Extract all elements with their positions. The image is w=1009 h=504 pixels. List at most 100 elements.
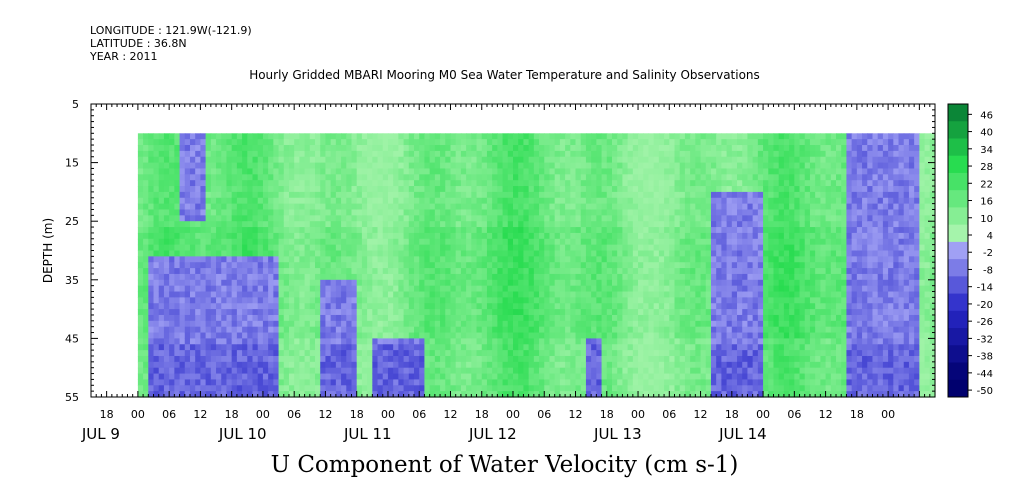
heatmap-cell xyxy=(221,361,228,369)
heatmap-cell xyxy=(205,215,212,222)
heatmap-cell xyxy=(476,279,483,287)
heatmap-cell xyxy=(262,309,269,316)
heatmap-cell xyxy=(513,203,519,211)
heatmap-cell xyxy=(361,227,368,234)
heatmap-cell xyxy=(320,180,327,187)
heatmap-cell xyxy=(570,385,577,392)
heatmap-cell xyxy=(143,227,149,234)
heatmap-cell xyxy=(419,250,426,257)
heatmap-cell xyxy=(674,221,681,228)
heatmap-cell xyxy=(440,367,446,375)
heatmap-cell xyxy=(278,244,285,252)
heatmap-cell xyxy=(445,367,452,375)
heatmap-cell xyxy=(455,314,462,322)
heatmap-cell xyxy=(393,291,399,298)
heatmap-cell xyxy=(502,285,509,293)
heatmap-cell xyxy=(455,197,462,205)
heatmap-cell xyxy=(596,332,603,339)
heatmap-cell xyxy=(158,379,165,386)
heatmap-cell xyxy=(481,379,488,386)
heatmap-cell xyxy=(262,197,269,205)
heatmap-cell xyxy=(476,133,483,140)
heatmap-cell xyxy=(184,332,191,339)
heatmap-cell xyxy=(669,314,676,322)
heatmap-cell xyxy=(429,373,436,381)
heatmap-cell xyxy=(695,215,702,222)
heatmap-cell xyxy=(408,373,415,381)
heatmap-cell xyxy=(356,250,363,257)
heatmap-cell xyxy=(408,168,415,175)
heatmap-cell xyxy=(137,209,144,216)
heatmap-cell xyxy=(705,391,712,398)
heatmap-cell xyxy=(216,139,222,146)
heatmap-cell xyxy=(382,279,389,287)
heatmap-cell xyxy=(148,209,155,216)
heatmap-cell xyxy=(189,162,196,170)
heatmap-cell xyxy=(299,379,306,386)
heatmap-cell xyxy=(450,186,457,193)
heatmap-cell xyxy=(304,262,311,269)
heatmap-cell xyxy=(330,361,337,369)
heatmap-cell xyxy=(539,268,545,275)
heatmap-cell xyxy=(533,133,540,140)
heatmap-cell xyxy=(674,244,681,252)
heatmap-cell xyxy=(174,309,181,316)
heatmap-cell xyxy=(169,332,175,339)
heatmap-cell xyxy=(565,191,571,199)
heatmap-cell xyxy=(528,232,535,240)
heatmap-cell xyxy=(643,186,650,193)
heatmap-cell xyxy=(471,285,478,293)
heatmap-cell xyxy=(580,197,587,205)
heatmap-cell xyxy=(518,379,525,386)
heatmap-cell xyxy=(304,314,311,322)
heatmap-cell xyxy=(450,227,457,234)
heatmap-cell xyxy=(575,355,582,363)
heatmap-cell xyxy=(195,279,202,287)
heatmap-cell xyxy=(273,303,280,310)
heatmap-cell xyxy=(643,338,650,345)
heatmap-cell xyxy=(424,285,431,293)
heatmap-cell xyxy=(169,186,175,193)
heatmap-cell xyxy=(471,139,478,146)
heatmap-cell xyxy=(414,361,420,369)
heatmap-cell xyxy=(403,227,410,234)
heatmap-cell xyxy=(690,391,696,398)
heatmap-cell xyxy=(351,326,358,334)
heatmap-cell xyxy=(351,350,358,357)
heatmap-cell xyxy=(221,250,228,257)
heatmap-cell xyxy=(611,262,618,269)
heatmap-cell xyxy=(346,285,353,293)
heatmap-cell xyxy=(513,215,519,222)
heatmap-cell xyxy=(710,344,717,351)
heatmap-cell xyxy=(434,168,441,175)
heatmap-cell xyxy=(205,209,212,216)
heatmap-cell xyxy=(622,279,629,287)
heatmap-cell xyxy=(226,139,233,146)
heatmap-cell xyxy=(294,309,300,316)
heatmap-cell xyxy=(257,297,264,304)
heatmap-cell xyxy=(669,162,676,170)
heatmap-cell xyxy=(330,221,337,228)
heatmap-cell xyxy=(539,133,545,140)
heatmap-cell xyxy=(294,256,300,263)
heatmap-cell xyxy=(617,162,624,170)
heatmap-cell xyxy=(174,285,181,293)
heatmap-cell xyxy=(153,279,160,287)
heatmap-cell xyxy=(304,250,311,257)
heatmap-cell xyxy=(148,350,155,357)
heatmap-cell xyxy=(221,139,228,146)
heatmap-cell xyxy=(387,344,394,351)
heatmap-cell xyxy=(497,145,504,152)
heatmap-cell xyxy=(288,256,295,263)
heatmap-cell xyxy=(398,139,405,146)
heatmap-cell xyxy=(226,197,233,205)
heatmap-cell xyxy=(679,262,686,269)
heatmap-cell xyxy=(163,262,170,269)
heatmap-cell xyxy=(419,379,426,386)
heatmap-cell xyxy=(466,309,472,316)
heatmap-cell xyxy=(544,250,551,257)
heatmap-cell xyxy=(643,303,650,310)
heatmap-cell xyxy=(466,191,472,199)
heatmap-cell xyxy=(606,326,613,334)
heatmap-cell xyxy=(278,361,285,369)
